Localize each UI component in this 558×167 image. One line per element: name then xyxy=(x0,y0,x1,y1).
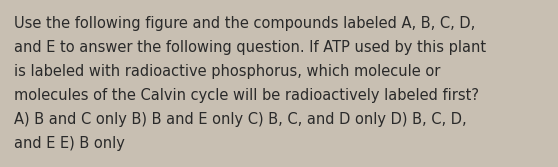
Text: and E E) B only: and E E) B only xyxy=(14,136,125,151)
Text: Use the following figure and the compounds labeled A, B, C, D,: Use the following figure and the compoun… xyxy=(14,16,475,31)
Text: A) B and C only B) B and E only C) B, C, and D only D) B, C, D,: A) B and C only B) B and E only C) B, C,… xyxy=(14,112,466,127)
Text: molecules of the Calvin cycle will be radioactively labeled first?: molecules of the Calvin cycle will be ra… xyxy=(14,88,479,103)
Text: and E to answer the following question. If ATP used by this plant: and E to answer the following question. … xyxy=(14,40,486,55)
Text: is labeled with radioactive phosphorus, which molecule or: is labeled with radioactive phosphorus, … xyxy=(14,64,440,79)
